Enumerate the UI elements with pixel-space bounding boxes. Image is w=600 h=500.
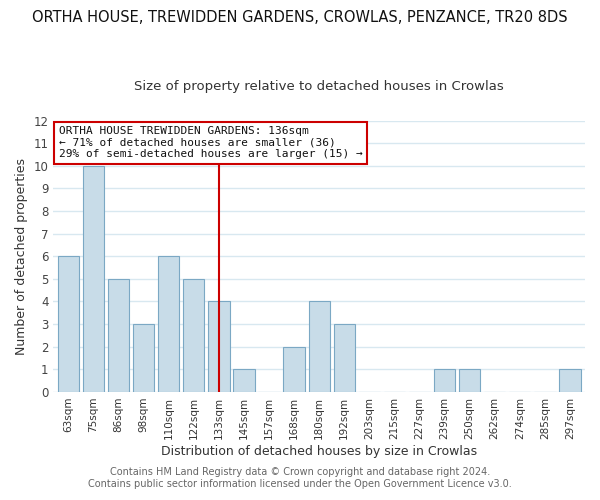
Text: ORTHA HOUSE, TREWIDDEN GARDENS, CROWLAS, PENZANCE, TR20 8DS: ORTHA HOUSE, TREWIDDEN GARDENS, CROWLAS,…: [32, 10, 568, 25]
Bar: [459, 370, 481, 392]
Bar: [308, 302, 330, 392]
Bar: [83, 166, 104, 392]
Bar: [559, 370, 581, 392]
Bar: [334, 324, 355, 392]
Bar: [208, 302, 230, 392]
Bar: [183, 279, 205, 392]
Bar: [233, 370, 254, 392]
Bar: [133, 324, 154, 392]
Text: ORTHA HOUSE TREWIDDEN GARDENS: 136sqm
← 71% of detached houses are smaller (36)
: ORTHA HOUSE TREWIDDEN GARDENS: 136sqm ← …: [59, 126, 362, 159]
X-axis label: Distribution of detached houses by size in Crowlas: Distribution of detached houses by size …: [161, 444, 477, 458]
Bar: [58, 256, 79, 392]
Bar: [283, 346, 305, 392]
Y-axis label: Number of detached properties: Number of detached properties: [15, 158, 28, 355]
Bar: [434, 370, 455, 392]
Bar: [158, 256, 179, 392]
Title: Size of property relative to detached houses in Crowlas: Size of property relative to detached ho…: [134, 80, 504, 93]
Bar: [108, 279, 129, 392]
Text: Contains HM Land Registry data © Crown copyright and database right 2024.
Contai: Contains HM Land Registry data © Crown c…: [88, 468, 512, 489]
